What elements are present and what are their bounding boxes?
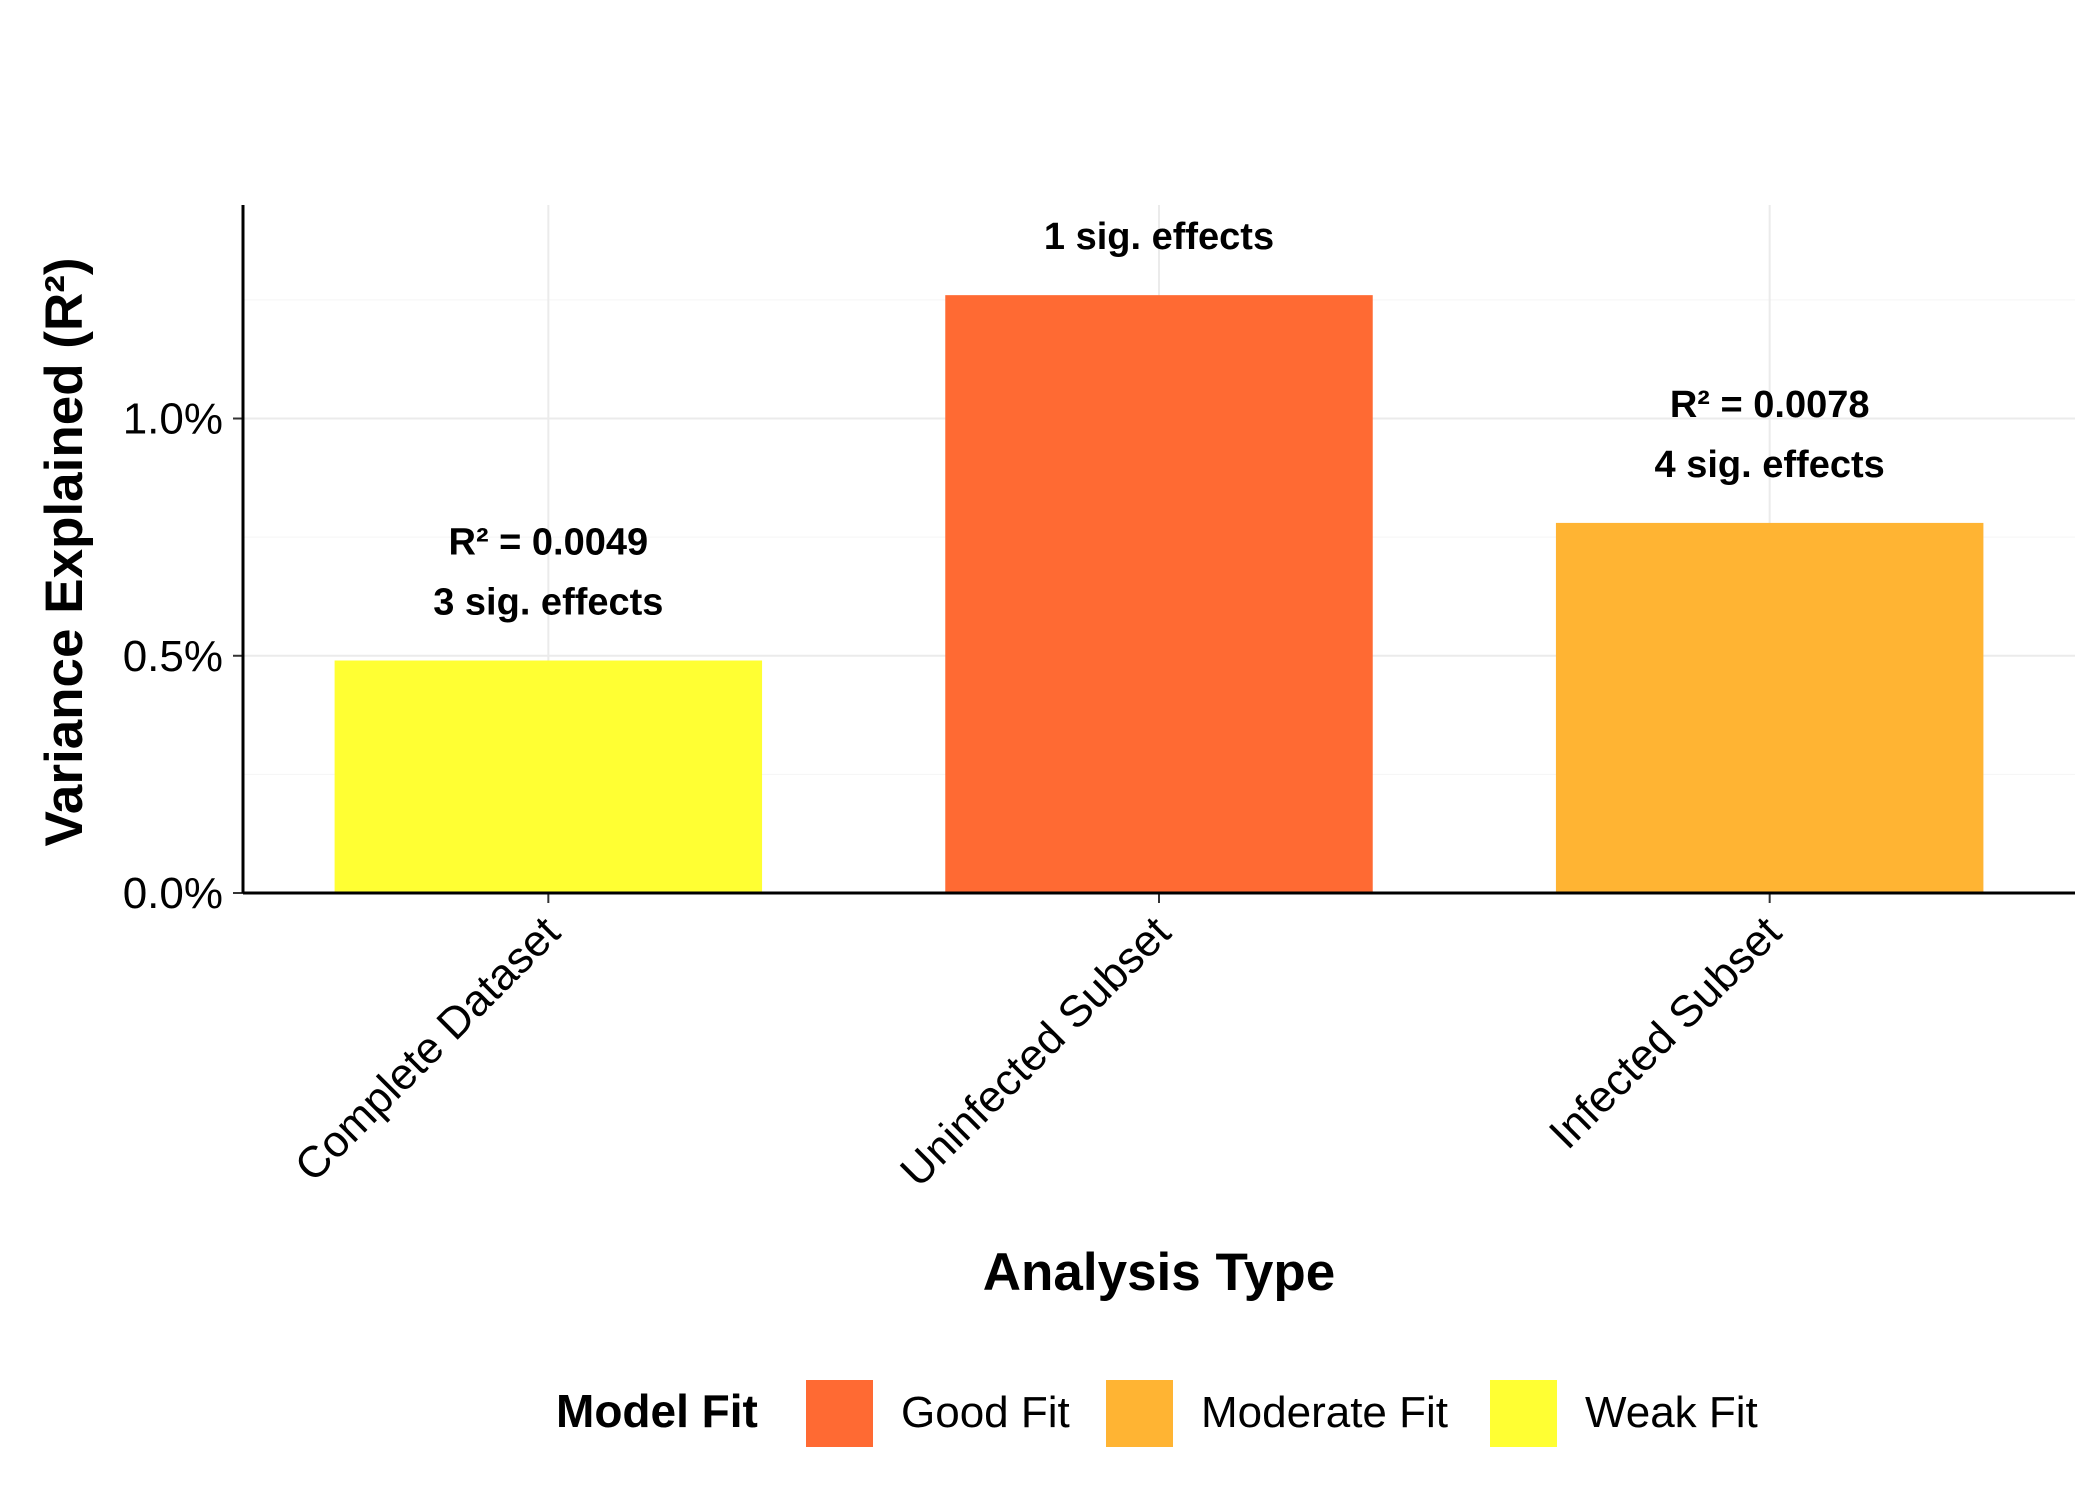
bar-r2-label: R² = 0.0078 <box>1670 384 1870 426</box>
bar-r2-label: R² = 0.0049 <box>449 522 649 564</box>
bar-complete-dataset <box>334 660 763 893</box>
x-axis-title: Analysis Type <box>983 1243 1336 1302</box>
bar-effects-label: 1 sig. effects <box>1044 216 1274 258</box>
axes-layer <box>233 205 2075 903</box>
y-tick-label: 1.0% <box>123 395 223 444</box>
legend-label: Moderate Fit <box>1201 1388 1448 1437</box>
y-tick-label: 0.0% <box>123 869 223 918</box>
legend-key-good-fit <box>806 1380 873 1447</box>
bar-effects-label: 3 sig. effects <box>433 582 663 624</box>
bar-uninfected-subset <box>945 295 1373 893</box>
legend-key-moderate-fit <box>1106 1380 1173 1447</box>
y-axis-title: Variance Explained (R²) <box>35 257 94 846</box>
legend: Model Fit Good Fit Moderate Fit Weak Fit <box>556 1380 1758 1447</box>
y-tick-label: 0.5% <box>123 632 223 681</box>
legend-items: Good Fit Moderate Fit Weak Fit <box>806 1380 1758 1447</box>
legend-label: Good Fit <box>901 1388 1070 1437</box>
x-tick-label: Uninfected Subset <box>891 907 1180 1196</box>
bar-infected-subset <box>1555 522 1984 893</box>
legend-label: Weak Fit <box>1585 1388 1758 1437</box>
x-tick-label: Complete Dataset <box>286 907 570 1191</box>
legend-key-weak-fit <box>1490 1380 1557 1447</box>
bar-effects-label: 4 sig. effects <box>1655 444 1885 486</box>
bars-layer <box>334 295 1984 893</box>
x-tick-label: Infected Subset <box>1540 907 1791 1158</box>
legend-title: Model Fit <box>556 1385 758 1437</box>
